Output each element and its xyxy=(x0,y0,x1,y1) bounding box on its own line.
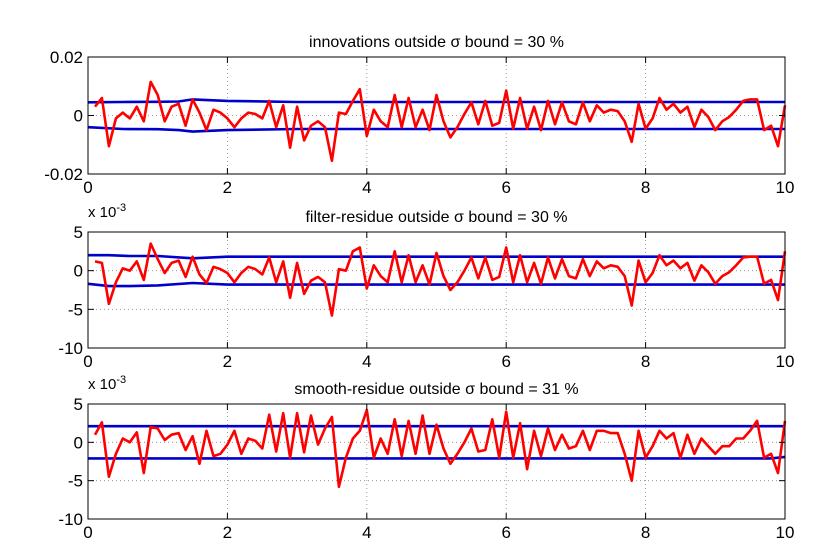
x-tick-label: 6 xyxy=(501,523,510,542)
residual-line xyxy=(94,242,787,317)
subplot-filter-residue: filter-residue outside σ bound = 30 % 0 2… xyxy=(58,202,794,371)
subplot-title: filter-residue outside σ bound = 30 % xyxy=(305,209,567,226)
residual-line xyxy=(93,408,787,489)
x-tick-label: 10 xyxy=(776,523,795,542)
grid xyxy=(88,404,785,519)
subplot-smooth-residue: smooth-residue outside σ bound = 31 % 0 2… xyxy=(58,374,794,542)
y-tick-label: -10 xyxy=(58,510,83,529)
upper-sigma-bound-line xyxy=(88,253,785,260)
x-tick-label: 10 xyxy=(776,178,795,197)
axis-ticks: 0 2 4 6 8 10 -10 -5 0 5 x 10-3 xyxy=(58,202,794,371)
grid xyxy=(88,57,785,174)
residual-series xyxy=(94,242,787,317)
axes-frame xyxy=(87,403,786,520)
x-tick-label: 8 xyxy=(641,523,650,542)
y-tick-label: 0 xyxy=(74,262,83,281)
x-tick-label: 0 xyxy=(83,352,92,371)
y-tick-label: -5 xyxy=(68,472,83,491)
lower-sigma-bound-line xyxy=(87,125,785,133)
subplot-title: innovations outside σ bound = 30 % xyxy=(309,34,564,51)
x-tick-label: 6 xyxy=(501,352,510,371)
axis-ticks: 0 2 4 6 8 10 -10 -5 0 5 x 10-3 xyxy=(58,374,794,542)
x-tick-label: 6 xyxy=(501,178,510,197)
lower-sigma-bound-line xyxy=(88,455,786,460)
x-tick-label: 0 xyxy=(83,523,92,542)
residual-series xyxy=(93,408,787,489)
x-tick-label: 8 xyxy=(641,352,650,371)
axis-scale-multiplier: x 10-3 xyxy=(88,202,126,221)
subplot-innovations: innovations outside σ bound = 30 % 0 2 4 6 8… xyxy=(44,34,794,197)
x-tick-label: 4 xyxy=(362,523,371,542)
y-tick-label: -0.02 xyxy=(44,165,83,184)
y-tick-label: 0 xyxy=(74,433,83,452)
x-tick-label: 2 xyxy=(223,178,232,197)
y-tick-label: 5 xyxy=(74,223,83,242)
residual-line xyxy=(93,80,787,163)
x-tick-label: 4 xyxy=(362,352,371,371)
subplot-title: smooth-residue outside σ bound = 31 % xyxy=(294,381,578,398)
y-tick-label: 0 xyxy=(74,107,83,126)
grid xyxy=(88,232,785,348)
x-tick-label: 2 xyxy=(223,523,232,542)
y-tick-label: 5 xyxy=(74,395,83,414)
axis-scale-multiplier: x 10-3 xyxy=(88,374,126,393)
axes-frame xyxy=(87,231,786,349)
x-tick-label: 10 xyxy=(776,352,795,371)
lower-sigma-bound-line xyxy=(87,281,785,288)
y-tick-label: -10 xyxy=(58,339,83,358)
sigma-bound-lines xyxy=(88,424,786,460)
x-tick-label: 0 xyxy=(83,178,92,197)
y-tick-label: -5 xyxy=(68,300,83,319)
y-tick-label: 0.02 xyxy=(50,48,83,67)
x-tick-label: 2 xyxy=(223,352,232,371)
upper-sigma-bound-line xyxy=(87,98,785,104)
residual-series xyxy=(93,80,787,163)
x-tick-label: 8 xyxy=(641,178,650,197)
x-tick-label: 4 xyxy=(362,178,371,197)
